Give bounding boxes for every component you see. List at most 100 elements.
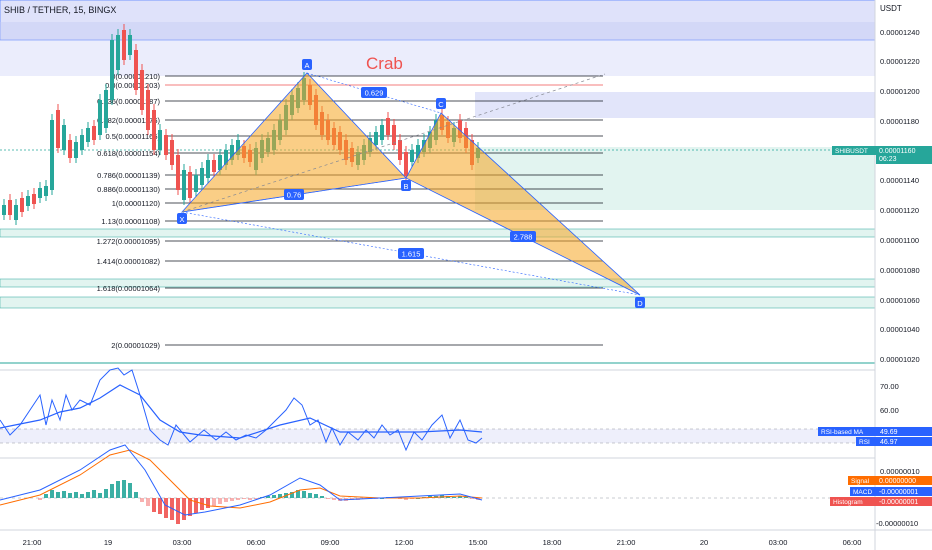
time-tick: 15:00 (469, 538, 488, 547)
macd-macd-value-tag (876, 487, 932, 496)
macd-histogram-bar (164, 498, 168, 518)
candle-body (416, 145, 420, 158)
price-tick: 0.00001060 (880, 296, 920, 305)
candle-body (20, 198, 24, 212)
fib-level-label: 0.618(0.00001154) (97, 149, 160, 158)
macd-histogram-bar (212, 498, 216, 506)
last-price-countdown: 06:23 (879, 156, 897, 163)
macd-signal-line (0, 449, 483, 509)
supply-zone-top (0, 0, 876, 41)
time-tick: 06:00 (843, 538, 862, 547)
candle-body (164, 135, 168, 155)
time-tick: 21:00 (23, 538, 42, 547)
macd-histogram-bar (332, 498, 336, 500)
rsi-value-tag (876, 437, 932, 446)
macd-histogram-bar (404, 498, 408, 500)
candle-body (200, 168, 204, 185)
pattern-point-a: A (304, 61, 309, 70)
macd-histogram-bar (314, 494, 318, 498)
macd-histogram-bar (50, 490, 54, 498)
symbol-title[interactable]: SHIB / TETHER, 15, BINGX (4, 5, 116, 15)
macd-histogram-bar (104, 489, 108, 498)
fib-level-label: 0.5(0.00001165) (106, 132, 161, 141)
last-price-value: 0.00001160 (879, 148, 916, 155)
price-tick: 0.00001140 (880, 176, 919, 185)
rsi-tag (856, 437, 876, 446)
rsi-tick: 60.00 (880, 406, 899, 415)
candle-body (386, 118, 390, 135)
macd-histogram-bar (122, 480, 126, 498)
pattern-name: Crab (366, 54, 403, 73)
macd-histogram-bar (92, 490, 96, 498)
time-tick: 21:00 (617, 538, 636, 547)
candle-body (152, 110, 156, 150)
fib-level-label: 0.786(0.00001139) (97, 171, 160, 180)
indicator-panes: 70.00 60.00 RSI-based MA 49.69 RSI 46.97 0.000… (0, 367, 932, 528)
macd-signal-label: Signal (851, 478, 870, 485)
candle-body (32, 194, 36, 204)
macd-histogram-tag (830, 497, 876, 506)
candle-body (224, 150, 228, 165)
candle-body (182, 170, 186, 200)
macd-histogram-bar (140, 498, 144, 502)
candle-body (2, 205, 6, 215)
candle-body (158, 130, 162, 150)
price-tick: 0.00001120 (880, 206, 919, 215)
candle-body (410, 150, 414, 162)
macd-histogram-bar (158, 498, 162, 514)
candle-body (176, 155, 180, 190)
fib-level-label: 1(0.00001120) (112, 199, 161, 208)
supply-zone-inner (0, 22, 875, 40)
candle-body (92, 126, 96, 140)
ratio-xd: 1.615 (402, 250, 421, 259)
price-tick: 0.00001040 (880, 325, 920, 334)
price-tick: 0.00001180 (880, 117, 919, 126)
macd-histogram-label: Histogram (833, 499, 863, 506)
rsi-ma-tag (818, 427, 876, 436)
fib-level-label: 2(0.00001029) (111, 341, 160, 350)
macd-histogram-bar (116, 481, 120, 498)
candle-body (68, 140, 72, 158)
candle-body (206, 160, 210, 178)
time-tick: 03:00 (769, 538, 788, 547)
macd-histogram-bar (188, 498, 192, 516)
ratio-ab: 0.76 (287, 191, 302, 200)
macd-histogram-bar (296, 490, 300, 498)
macd-macd-value: -0.00000001 (879, 489, 918, 496)
time-tick: 20 (700, 538, 708, 547)
candle-body (398, 140, 402, 160)
fib-level-label: 1.414(0.00001082) (97, 257, 161, 266)
last-price-symbol-tag (832, 146, 876, 155)
macd-histogram-bar (86, 492, 90, 498)
ratio-bc: 0.629 (365, 89, 384, 98)
candle-body (116, 35, 120, 70)
last-price-tag (876, 146, 932, 164)
candle-body (374, 132, 378, 145)
rsi-band (0, 429, 875, 443)
harmonic-pattern[interactable]: X A B C D 0.76 0.629 2.788 1.615 (177, 59, 645, 308)
macd-histogram-bar (272, 495, 276, 498)
candle-body (14, 205, 18, 220)
time-tick: 03:00 (173, 538, 192, 547)
rsi-tick: 70.00 (880, 382, 899, 391)
supply-zone-mid (0, 40, 875, 76)
demand-zone-3 (0, 296, 876, 309)
fib-retracement[interactable]: 0(0.00001210)0.0(0.00001203)0.236(0.0000… (97, 72, 603, 350)
macd-histogram-bar (302, 491, 306, 498)
macd-histogram-bar (74, 492, 78, 498)
supply-zone-right (475, 92, 875, 118)
candle-body (98, 100, 102, 135)
candle-body (80, 135, 84, 150)
price-tick: 0.00001240 (880, 28, 920, 37)
fib-level-label: 0.382(0.00001176) (97, 116, 160, 125)
price-tick: 0.00001200 (880, 87, 920, 96)
rsi-label: RSI (859, 439, 870, 446)
rsi-ma-label: RSI-based MA (821, 429, 864, 436)
macd-histogram-bar (56, 492, 60, 498)
trend-ray (181, 73, 606, 213)
macd-histogram-bar (152, 498, 156, 512)
rsi-ma-value-tag (876, 427, 932, 436)
candle-body (104, 90, 108, 128)
axes-layer: 0.00001240 0.00001220 0.00001200 0.00001180… (23, 28, 932, 547)
